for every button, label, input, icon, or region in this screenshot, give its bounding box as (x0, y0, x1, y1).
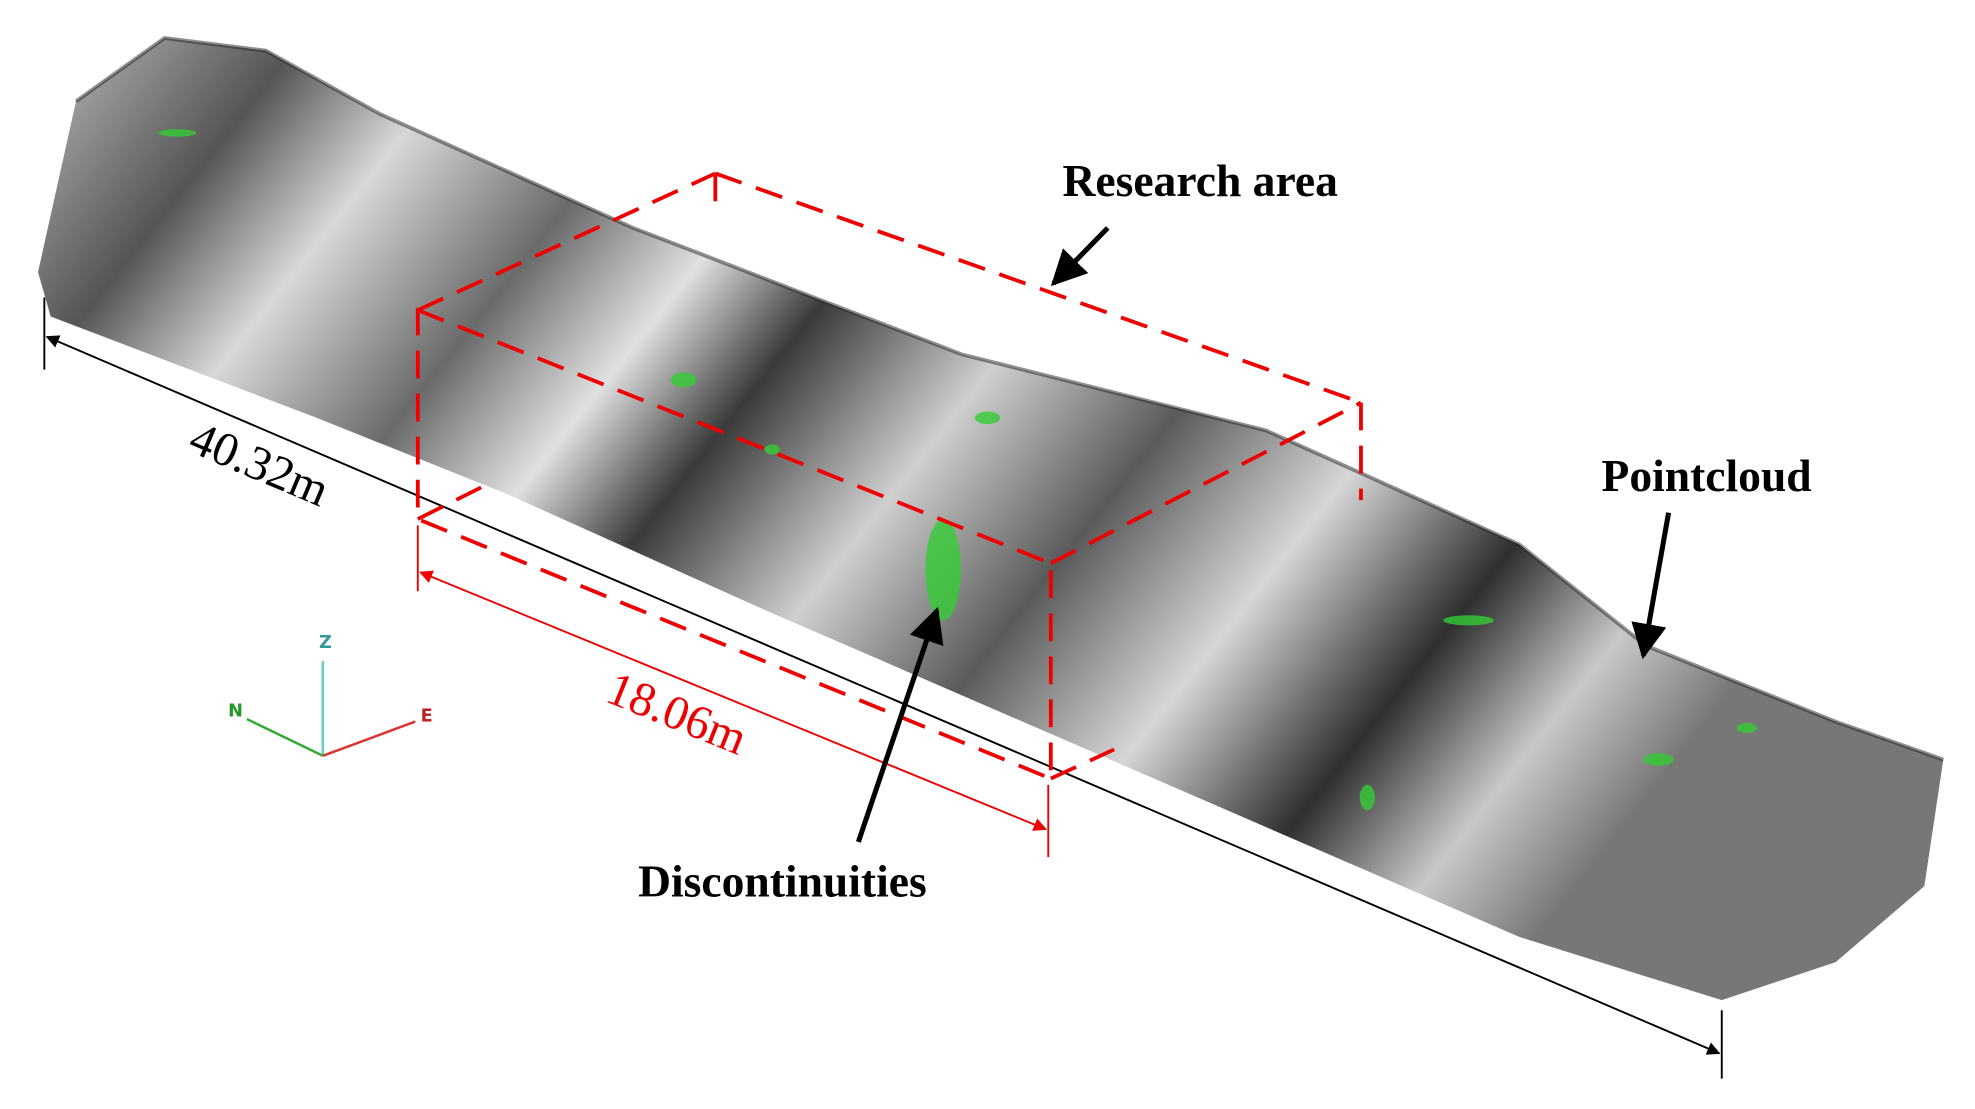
point-cloud (38, 36, 1944, 1001)
axis-icon: Z N E (228, 633, 433, 757)
discontinuities-label: Discontinuities (638, 855, 927, 906)
callout-arrows (855, 226, 1672, 843)
axis-z: Z (319, 633, 332, 653)
research-box (415, 171, 1363, 782)
research-dimension (416, 525, 1050, 858)
axis-n: N (228, 702, 243, 722)
research-area-label: Research area (1062, 155, 1338, 206)
pointcloud-label: Pointcloud (1602, 450, 1812, 501)
axis-e: E (421, 707, 433, 727)
